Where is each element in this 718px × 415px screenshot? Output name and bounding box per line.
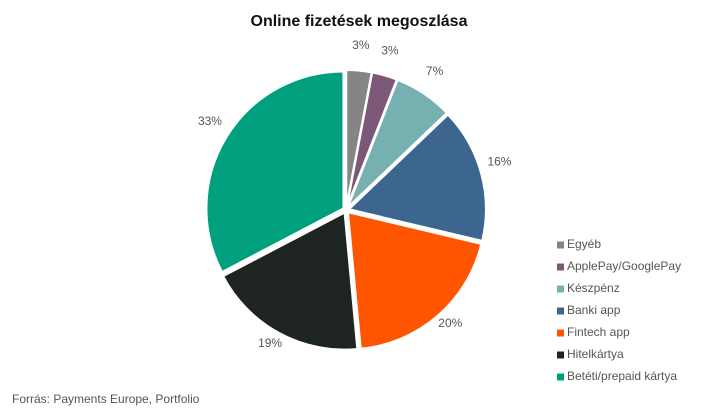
source-note: Forrás: Payments Europe, Portfolio xyxy=(12,392,200,406)
legend-swatch xyxy=(557,329,564,337)
legend-label: Készpénz xyxy=(567,281,620,295)
legend-swatch xyxy=(557,351,564,359)
legend-swatch xyxy=(557,241,564,249)
pie-slice xyxy=(221,211,359,351)
legend-swatch xyxy=(557,373,564,381)
legend-swatch xyxy=(557,307,564,315)
data-label: 7% xyxy=(426,64,444,78)
legend-label: ApplePay/GooglePay xyxy=(567,259,681,273)
legend-label: Hitelkártya xyxy=(567,347,624,361)
data-label: 3% xyxy=(352,38,370,52)
pie-slice xyxy=(346,210,483,350)
pie-slice xyxy=(346,113,487,243)
data-label: 16% xyxy=(487,155,511,169)
legend-swatch xyxy=(557,285,564,293)
chart-title: Online fizetések megoszlása xyxy=(251,13,468,30)
legend-label: Fintech app xyxy=(567,325,630,339)
legend-swatch xyxy=(557,263,564,271)
legend-label: Banki app xyxy=(567,303,621,317)
pie-slice xyxy=(205,70,345,274)
legend-label: Betéti/prepaid kártya xyxy=(567,369,677,383)
data-label: 20% xyxy=(438,316,462,330)
legend-label: Egyéb xyxy=(567,237,601,251)
pie-slice xyxy=(346,78,449,209)
data-label: 33% xyxy=(198,114,222,128)
data-label: 19% xyxy=(258,336,282,350)
data-label: 3% xyxy=(381,43,399,57)
